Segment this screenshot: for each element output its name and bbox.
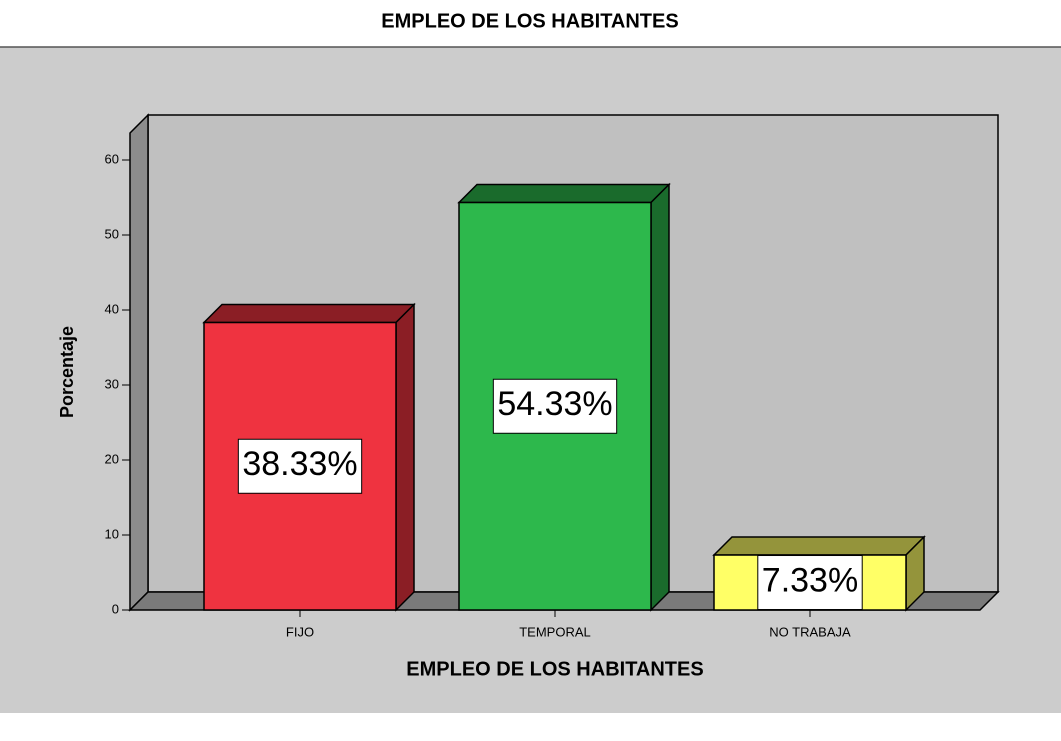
left-wall — [129, 113, 149, 612]
value-label-box — [237, 438, 363, 494]
y-axis-title: Porcentaje — [57, 326, 77, 418]
bar-top — [202, 303, 416, 324]
value-label: 7.33% — [762, 561, 858, 599]
y-tick-label: 0 — [112, 601, 119, 616]
value-label: 54.33% — [497, 385, 612, 423]
bar-side — [395, 302, 415, 612]
x-tick-label: NO TRABAJA — [769, 624, 851, 639]
y-tick-label: 10 — [105, 526, 119, 541]
value-label-box — [492, 378, 618, 434]
y-tick-label: 20 — [105, 451, 119, 466]
y-tick-label: 50 — [105, 226, 119, 241]
bar-side — [650, 182, 670, 612]
x-tick-label: FIJO — [286, 624, 314, 639]
x-tick-label: TEMPORAL — [519, 624, 591, 639]
value-label: 38.33% — [242, 445, 357, 483]
y-tick-label: 40 — [105, 301, 119, 316]
bar-top — [712, 536, 926, 556]
chart-title: EMPLEO DE LOS HABITANTES — [381, 10, 678, 32]
y-tick-label: 60 — [105, 151, 119, 166]
bar-top — [457, 183, 671, 204]
value-label-box — [757, 555, 863, 611]
x-axis-title: EMPLEO DE LOS HABITANTES — [406, 658, 703, 680]
y-tick-label: 30 — [105, 376, 119, 391]
